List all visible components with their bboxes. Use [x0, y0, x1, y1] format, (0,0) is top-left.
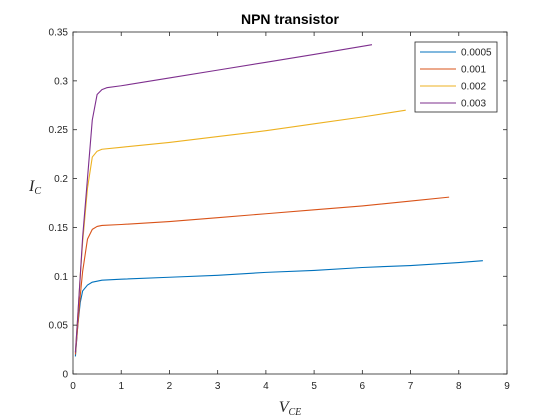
legend-label: 0.002: [461, 82, 486, 93]
x-tick-label: 6: [360, 381, 366, 392]
series-line-0.0005: [74, 260, 483, 357]
y-tick-label: 0.25: [49, 125, 69, 136]
series-lines: [74, 44, 483, 357]
x-tick-label: 3: [215, 381, 221, 392]
x-tick-label: 4: [263, 381, 269, 392]
x-tick-label: 0: [70, 381, 76, 392]
series-line-0.003: [74, 44, 373, 353]
x-axis-label: VCE: [279, 399, 302, 418]
plot-frame: [72, 31, 508, 375]
y-tick-label: 0.2: [54, 174, 68, 185]
x-tick-label: 8: [456, 381, 462, 392]
x-tick-label: 2: [167, 381, 173, 392]
x-tick-label: 1: [118, 381, 124, 392]
y-tick-label: 0.35: [49, 28, 69, 39]
series-line-0.001: [74, 196, 450, 355]
legend: 0.0005 0.001 0.002 0.003: [414, 41, 498, 113]
y-tick-label: 0.05: [49, 321, 69, 332]
y-tick-label: 0: [62, 370, 68, 381]
legend-label: 0.001: [461, 65, 486, 76]
legend-box: [414, 41, 498, 113]
y-axis-label-sub: C: [34, 186, 41, 197]
y-axis-label-main: I: [28, 178, 35, 195]
y-axis-label: IC: [28, 178, 41, 197]
x-tick-label: 9: [504, 381, 510, 392]
legend-label: 0.0005: [461, 48, 492, 59]
y-tick-label: 0.1: [54, 272, 68, 283]
x-tick-label: 5: [311, 381, 317, 392]
y-axis-ticks: 0 0.05 0.1 0.15 0.2 0.25 0.3 0.35: [49, 28, 507, 381]
y-tick-label: 0.15: [49, 223, 69, 234]
x-axis-label-main: V: [279, 399, 291, 416]
x-axis-label-sub: CE: [289, 407, 302, 418]
chart-title: NPN transistor: [241, 11, 340, 27]
y-tick-label: 0.3: [54, 76, 68, 87]
x-tick-label: 7: [408, 381, 414, 392]
legend-label: 0.003: [461, 99, 486, 110]
